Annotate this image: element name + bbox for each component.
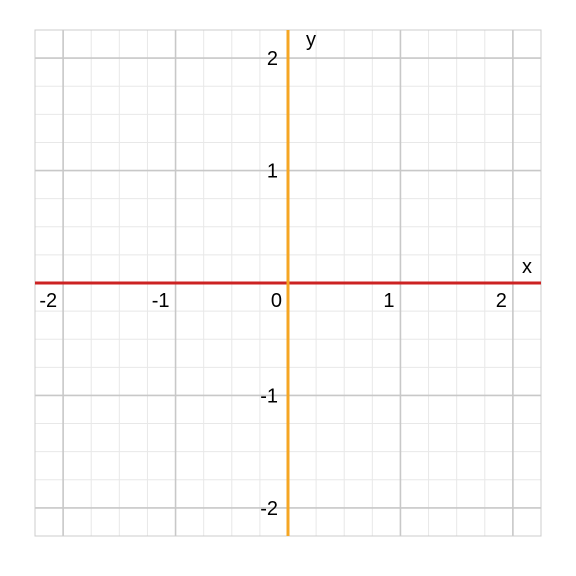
x-tick-label: 0 bbox=[271, 290, 282, 312]
coordinate-plane: -2-1012-2-112xy bbox=[0, 0, 576, 576]
y-tick-label: 2 bbox=[267, 48, 278, 70]
y-tick-label: -2 bbox=[260, 498, 278, 520]
x-tick-label: -1 bbox=[152, 290, 170, 312]
x-tick-label: 2 bbox=[496, 290, 507, 312]
y-axis-label: y bbox=[306, 29, 316, 51]
x-tick-label: -2 bbox=[39, 290, 57, 312]
chart-container: -2-1012-2-112xy bbox=[0, 0, 576, 576]
y-tick-label: -1 bbox=[260, 385, 278, 407]
y-tick-label: 1 bbox=[267, 161, 278, 183]
x-tick-label: 1 bbox=[383, 290, 394, 312]
x-axis-label: x bbox=[522, 256, 532, 278]
